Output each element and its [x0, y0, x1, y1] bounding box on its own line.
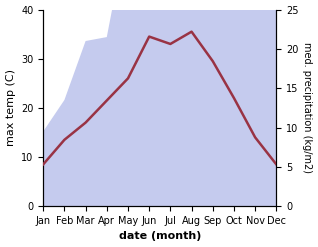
- Y-axis label: med. precipitation (kg/m2): med. precipitation (kg/m2): [302, 42, 313, 173]
- X-axis label: date (month): date (month): [119, 231, 201, 242]
- Y-axis label: max temp (C): max temp (C): [5, 69, 16, 146]
